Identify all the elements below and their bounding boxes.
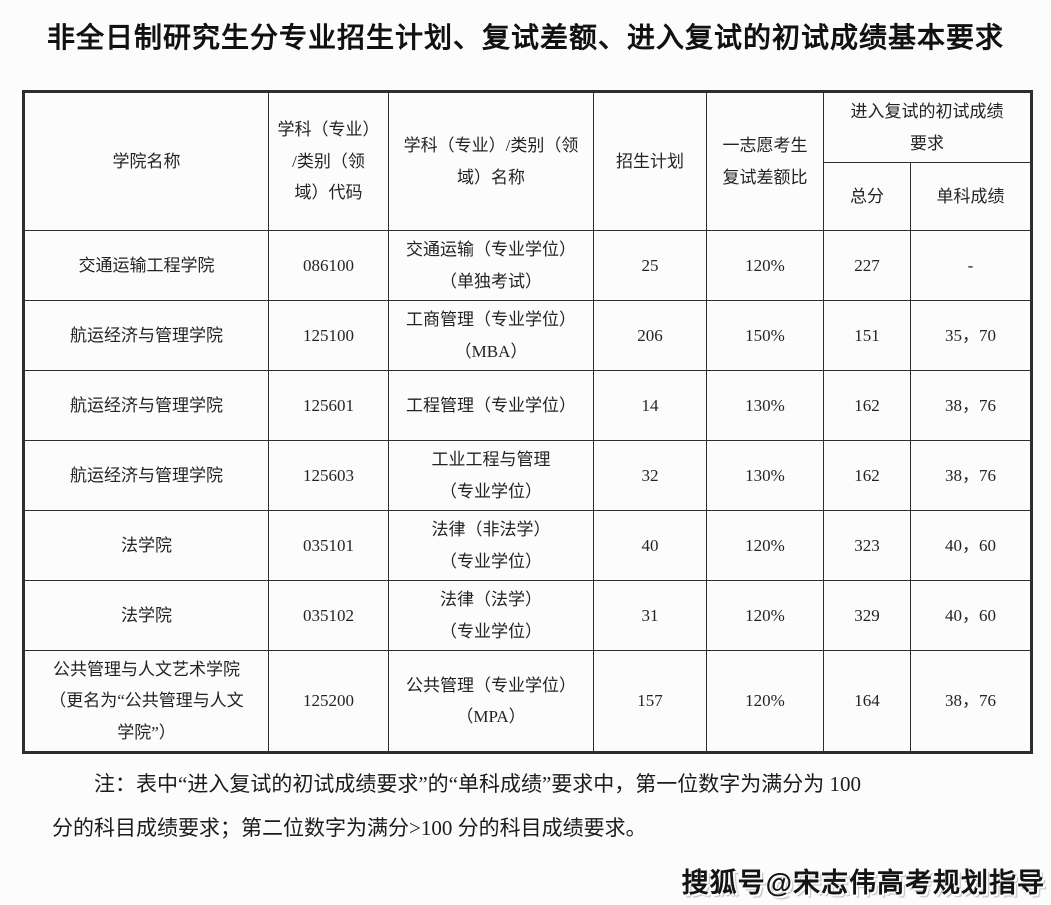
ratio-cell: 130% xyxy=(706,440,824,511)
major-name-cell: 公共管理（专业学位） （MPA） xyxy=(388,650,594,753)
ratio-cell: 150% xyxy=(706,300,824,371)
header-college: 学院名称 xyxy=(23,91,269,231)
table-row: 法学院 035101 法律（非法学） （专业学位） 40 120% 323 40… xyxy=(23,510,1032,581)
header-single-score: 单科成绩 xyxy=(910,162,1032,231)
major-name-cell: 法律（非法学） （专业学位） xyxy=(388,510,594,581)
plan-cell: 206 xyxy=(593,300,707,371)
table-row: 航运经济与管理学院 125100 工商管理（专业学位） （MBA） 206 15… xyxy=(23,300,1032,371)
total-score-cell: 164 xyxy=(823,650,911,753)
header-name: 学科（专业）/类别（领 域）名称 xyxy=(388,91,594,231)
college-cell: 法学院 xyxy=(23,510,269,581)
plan-cell: 32 xyxy=(593,440,707,511)
admission-requirements-table: 学院名称 学科（专业） /类别（领 域）代码 学科（专业）/类别（领 域）名称 … xyxy=(22,90,1033,754)
ratio-cell: 130% xyxy=(706,370,824,441)
single-score-cell: 38，76 xyxy=(910,370,1032,441)
table-row: 公共管理与人文艺术学院 （更名为“公共管理与人文 学院”） 125200 公共管… xyxy=(23,650,1032,753)
total-score-cell: 162 xyxy=(823,440,911,511)
ratio-cell: 120% xyxy=(706,580,824,651)
code-cell: 125100 xyxy=(268,300,389,371)
plan-cell: 40 xyxy=(593,510,707,581)
total-score-cell: 227 xyxy=(823,230,911,301)
major-name-cell: 法律（法学） （专业学位） xyxy=(388,580,594,651)
table-row: 法学院 035102 法律（法学） （专业学位） 31 120% 329 40，… xyxy=(23,580,1032,651)
college-cell: 航运经济与管理学院 xyxy=(23,370,269,441)
footnote: 注：表中“进入复试的初试成绩要求”的“单科成绩”要求中，第一位数字为满分为 10… xyxy=(52,772,862,840)
header-code: 学科（专业） /类别（领 域）代码 xyxy=(268,91,389,231)
major-name-cell: 工程管理（专业学位） xyxy=(388,370,594,441)
header-ratio: 一志愿考生 复试差额比 xyxy=(706,91,824,231)
single-score-cell: 38，76 xyxy=(910,650,1032,753)
single-score-cell: - xyxy=(910,230,1032,301)
code-cell: 086100 xyxy=(268,230,389,301)
college-cell: 法学院 xyxy=(23,580,269,651)
plan-cell: 25 xyxy=(593,230,707,301)
header-score-group: 进入复试的初试成绩 要求 xyxy=(823,91,1032,163)
major-name-cell: 交通运输（专业学位） （单独考试） xyxy=(388,230,594,301)
table-row: 航运经济与管理学院 125601 工程管理（专业学位） 14 130% 162 … xyxy=(23,370,1032,441)
total-score-cell: 151 xyxy=(823,300,911,371)
header-plan: 招生计划 xyxy=(593,91,707,231)
code-cell: 125200 xyxy=(268,650,389,753)
code-cell: 125603 xyxy=(268,440,389,511)
college-cell: 交通运输工程学院 xyxy=(23,230,269,301)
major-name-cell: 工业工程与管理 （专业学位） xyxy=(388,440,594,511)
single-score-cell: 40，60 xyxy=(910,580,1032,651)
code-cell: 035101 xyxy=(268,510,389,581)
code-cell: 035102 xyxy=(268,580,389,651)
code-cell: 125601 xyxy=(268,370,389,441)
plan-cell: 14 xyxy=(593,370,707,441)
page-title: 非全日制研究生分专业招生计划、复试差额、进入复试的初试成绩基本要求 xyxy=(46,22,1004,53)
single-score-cell: 35，70 xyxy=(910,300,1032,371)
plan-cell: 157 xyxy=(593,650,707,753)
ratio-cell: 120% xyxy=(706,510,824,581)
total-score-cell: 329 xyxy=(823,580,911,651)
college-cell: 航运经济与管理学院 xyxy=(23,440,269,511)
single-score-cell: 38，76 xyxy=(910,440,1032,511)
college-cell: 航运经济与管理学院 xyxy=(23,300,269,371)
header-total-score: 总分 xyxy=(823,162,911,231)
plan-cell: 31 xyxy=(593,580,707,651)
table-row: 航运经济与管理学院 125603 工业工程与管理 （专业学位） 32 130% … xyxy=(23,440,1032,511)
table-row: 交通运输工程学院 086100 交通运输（专业学位） （单独考试） 25 120… xyxy=(23,230,1032,301)
total-score-cell: 323 xyxy=(823,510,911,581)
sohu-watermark: 搜狐号@宋志伟高考规划指导 xyxy=(681,868,1045,898)
ratio-cell: 120% xyxy=(706,650,824,753)
ratio-cell: 120% xyxy=(706,230,824,301)
major-name-cell: 工商管理（专业学位） （MBA） xyxy=(388,300,594,371)
single-score-cell: 40，60 xyxy=(910,510,1032,581)
college-cell: 公共管理与人文艺术学院 （更名为“公共管理与人文 学院”） xyxy=(23,650,269,753)
total-score-cell: 162 xyxy=(823,370,911,441)
